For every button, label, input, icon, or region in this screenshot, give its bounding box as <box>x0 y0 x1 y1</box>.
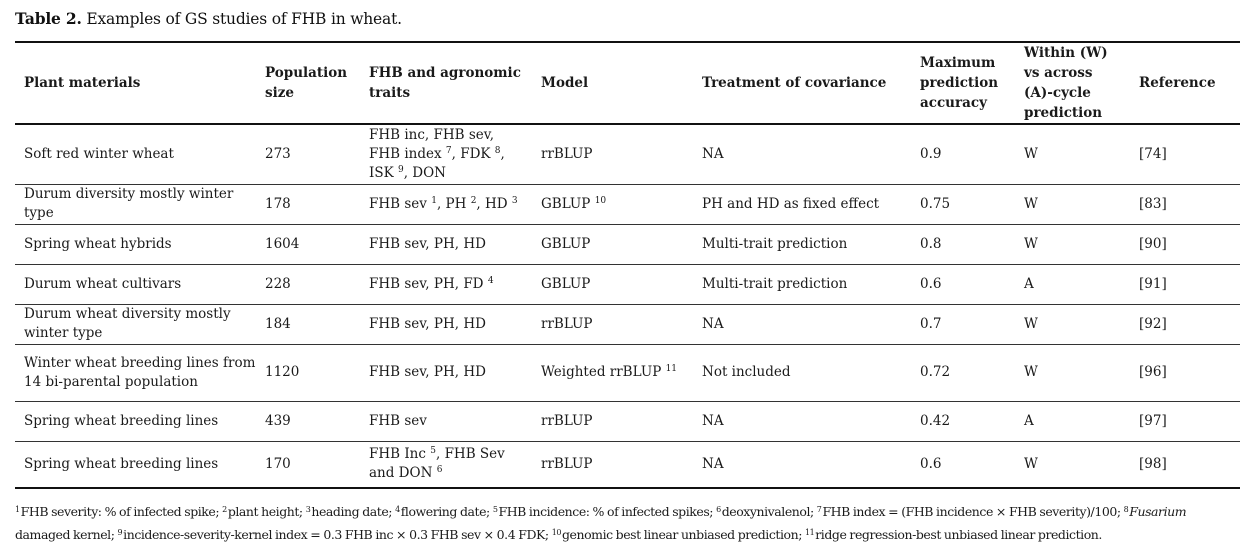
cell-plant: Spring wheat hybrids <box>15 224 256 265</box>
table-row: Spring wheat breeding lines 439 FHB sev … <box>15 401 1240 442</box>
cell-model: Weighted rrBLUP 11 <box>532 344 693 402</box>
cell-pop: 1120 <box>256 344 360 402</box>
header-population-size: Population size <box>256 41 360 125</box>
cell-reference: [96] <box>1130 344 1240 402</box>
cell-traits: FHB Inc 5, FHB Sev and DON 6 <box>360 441 532 489</box>
cell-plant: Durum wheat diversity mostly winter type <box>15 304 256 345</box>
cell-accuracy: 0.75 <box>911 184 1015 225</box>
cell-plant: Spring wheat breeding lines <box>15 441 256 489</box>
cell-pop: 1604 <box>256 224 360 265</box>
cell-model: rrBLUP <box>532 124 693 185</box>
cell-cycle: W <box>1015 184 1130 225</box>
cell-pop: 170 <box>256 441 360 489</box>
cell-reference: [74] <box>1130 124 1240 185</box>
header-traits: FHB and agronomic traits <box>360 41 532 125</box>
cell-traits: FHB sev <box>360 401 532 442</box>
cell-pop: 439 <box>256 401 360 442</box>
cell-traits: FHB sev, PH, FD 4 <box>360 264 532 305</box>
cell-covariance: Multi-trait prediction <box>693 264 911 305</box>
cell-covariance: PH and HD as fixed effect <box>693 184 911 225</box>
cell-covariance: NA <box>693 441 911 489</box>
table-row: Durum wheat cultivars 228 FHB sev, PH, F… <box>15 264 1240 305</box>
table-row: Spring wheat hybrids 1604 FHB sev, PH, H… <box>15 224 1240 265</box>
cell-reference: [91] <box>1130 264 1240 305</box>
cell-model: rrBLUP <box>532 401 693 442</box>
table-row: Durum wheat diversity mostly winter type… <box>15 304 1240 345</box>
header-reference: Reference <box>1130 41 1240 125</box>
cell-model: GBLUP <box>532 224 693 265</box>
cell-pop: 228 <box>256 264 360 305</box>
cell-traits: FHB sev, PH, HD <box>360 224 532 265</box>
header-accuracy: Maximum prediction accuracy <box>911 41 1015 125</box>
cell-cycle: W <box>1015 441 1130 489</box>
header-cycle-prediction: Within (W) vs across (A)-cycle prediction <box>1015 41 1130 125</box>
table-footnotes: 1FHB severity: % of infected spike; 2pla… <box>15 504 1187 542</box>
cell-pop: 184 <box>256 304 360 345</box>
cell-reference: [90] <box>1130 224 1240 265</box>
cell-traits: FHB sev 1, PH 2, HD 3 <box>360 184 532 225</box>
cell-traits: FHB sev, PH, HD <box>360 304 532 345</box>
cell-plant: Durum diversity mostly winter type <box>15 184 256 225</box>
cell-accuracy: 0.8 <box>911 224 1015 265</box>
cell-traits: FHB sev, PH, HD <box>360 344 532 402</box>
cell-cycle: W <box>1015 304 1130 345</box>
cell-pop: 273 <box>256 124 360 185</box>
cell-reference: [83] <box>1130 184 1240 225</box>
cell-plant: Winter wheat breeding lines from 14 bi-p… <box>15 344 256 402</box>
cell-model: rrBLUP <box>532 441 693 489</box>
cell-cycle: A <box>1015 264 1130 305</box>
cell-cycle: W <box>1015 124 1130 185</box>
cell-covariance: Multi-trait prediction <box>693 224 911 265</box>
cell-model: rrBLUP <box>532 304 693 345</box>
header-row: Plant materials Population size FHB and a… <box>15 41 1240 125</box>
cell-model: GBLUP 10 <box>532 184 693 225</box>
cell-traits: FHB inc, FHB sev, FHB index 7, FDK 8, ISK … <box>360 124 532 185</box>
cell-reference: [92] <box>1130 304 1240 345</box>
cell-cycle: A <box>1015 401 1130 442</box>
caption-label: Table 2. <box>15 9 82 28</box>
cell-plant: Soft red winter wheat <box>15 124 256 185</box>
cell-covariance: NA <box>693 304 911 345</box>
cell-covariance: Not included <box>693 344 911 402</box>
cell-accuracy: 0.72 <box>911 344 1015 402</box>
table-row: Winter wheat breeding lines from 14 bi-p… <box>15 344 1240 402</box>
cell-pop: 178 <box>256 184 360 225</box>
table-caption: Table 2. Examples of GS studies of FHB i… <box>15 9 402 28</box>
cell-accuracy: 0.9 <box>911 124 1015 185</box>
table-row: Spring wheat breeding lines 170 FHB Inc … <box>15 441 1240 489</box>
table-row: Durum diversity mostly winter type 178 F… <box>15 184 1240 225</box>
cell-covariance: NA <box>693 401 911 442</box>
cell-covariance: NA <box>693 124 911 185</box>
cell-cycle: W <box>1015 224 1130 265</box>
cell-cycle: W <box>1015 344 1130 402</box>
cell-model: GBLUP <box>532 264 693 305</box>
table-row: Soft red winter wheat 273 FHB inc, FHB s… <box>15 124 1240 185</box>
cell-reference: [98] <box>1130 441 1240 489</box>
cell-plant: Durum wheat cultivars <box>15 264 256 305</box>
cell-reference: [97] <box>1130 401 1240 442</box>
cell-accuracy: 0.6 <box>911 264 1015 305</box>
cell-accuracy: 0.42 <box>911 401 1015 442</box>
header-plant-materials: Plant materials <box>15 41 256 125</box>
cell-accuracy: 0.6 <box>911 441 1015 489</box>
studies-table: Plant materials Population size FHB and a… <box>15 41 1240 489</box>
header-covariance: Treatment of covariance <box>693 41 911 125</box>
cell-plant: Spring wheat breeding lines <box>15 401 256 442</box>
cell-accuracy: 0.7 <box>911 304 1015 345</box>
header-model: Model <box>532 41 693 125</box>
caption-text: Examples of GS studies of FHB in wheat. <box>86 10 402 28</box>
